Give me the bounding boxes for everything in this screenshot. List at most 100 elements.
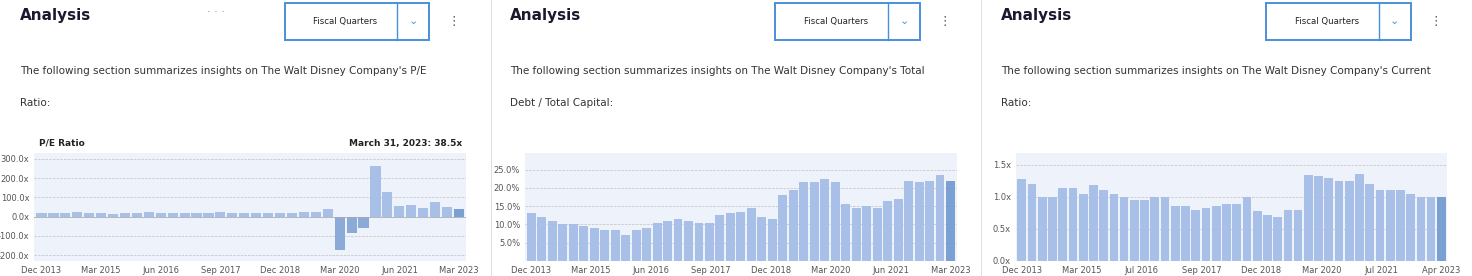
Bar bbox=[1273, 217, 1282, 261]
Bar bbox=[1191, 209, 1200, 261]
Bar bbox=[107, 214, 118, 217]
Bar bbox=[1294, 209, 1303, 261]
Bar bbox=[736, 212, 745, 261]
Bar bbox=[1079, 193, 1088, 261]
Text: Fiscal Quarters: Fiscal Quarters bbox=[1295, 17, 1359, 26]
Bar bbox=[1038, 197, 1047, 261]
Bar bbox=[132, 213, 141, 217]
Bar bbox=[1395, 190, 1404, 261]
Bar bbox=[1263, 215, 1272, 261]
Bar bbox=[346, 217, 356, 233]
Bar bbox=[652, 222, 661, 261]
Bar bbox=[1406, 194, 1415, 261]
Bar bbox=[674, 219, 683, 261]
Bar bbox=[168, 213, 178, 217]
Bar bbox=[394, 206, 405, 217]
Bar bbox=[203, 213, 213, 217]
Bar bbox=[96, 213, 106, 217]
Text: ⋮: ⋮ bbox=[938, 15, 951, 28]
Bar bbox=[84, 213, 94, 217]
Bar bbox=[1284, 209, 1292, 261]
Bar bbox=[1130, 200, 1139, 261]
Bar bbox=[914, 182, 923, 261]
Bar bbox=[1110, 193, 1119, 261]
Bar bbox=[820, 179, 829, 261]
Bar bbox=[1017, 179, 1026, 261]
Bar bbox=[789, 190, 798, 261]
Bar bbox=[852, 208, 861, 261]
Bar bbox=[1242, 197, 1251, 261]
Bar bbox=[621, 235, 630, 261]
Bar bbox=[275, 213, 286, 217]
Bar bbox=[215, 213, 225, 217]
Bar bbox=[252, 213, 261, 217]
Bar bbox=[1161, 197, 1169, 261]
Bar bbox=[1181, 206, 1189, 261]
Bar bbox=[601, 230, 609, 261]
Bar bbox=[537, 217, 546, 261]
Bar bbox=[611, 230, 620, 261]
Bar bbox=[1416, 197, 1425, 261]
Text: Debt / Total Capital:: Debt / Total Capital: bbox=[511, 98, 614, 108]
Bar bbox=[558, 224, 567, 261]
Bar bbox=[359, 217, 368, 228]
Bar bbox=[936, 175, 945, 261]
Bar bbox=[1366, 184, 1373, 261]
Text: Fiscal Quarters: Fiscal Quarters bbox=[314, 17, 377, 26]
Bar bbox=[60, 213, 71, 217]
Text: Analysis: Analysis bbox=[1001, 8, 1072, 23]
Bar bbox=[1426, 197, 1435, 261]
Bar bbox=[873, 208, 882, 261]
Bar bbox=[779, 195, 788, 261]
Text: ⋮: ⋮ bbox=[1429, 15, 1441, 28]
Bar bbox=[863, 206, 871, 261]
Bar bbox=[1069, 188, 1078, 261]
Text: March 31, 2023: 38.5x: March 31, 2023: 38.5x bbox=[349, 139, 462, 148]
Bar bbox=[758, 217, 767, 261]
Bar bbox=[842, 204, 851, 261]
Bar bbox=[287, 213, 297, 217]
Bar bbox=[1314, 176, 1323, 261]
Bar bbox=[227, 213, 237, 217]
Bar bbox=[904, 181, 913, 261]
Bar bbox=[1201, 208, 1210, 261]
Bar bbox=[883, 201, 892, 261]
Bar bbox=[1232, 205, 1241, 261]
Bar bbox=[631, 230, 640, 261]
Bar bbox=[371, 166, 381, 217]
Text: ⌄: ⌄ bbox=[899, 16, 908, 26]
Bar bbox=[946, 181, 955, 261]
Text: The following section summarizes insights on The Walt Disney Company's Total: The following section summarizes insight… bbox=[511, 66, 924, 76]
Bar bbox=[1120, 197, 1129, 261]
Bar bbox=[311, 212, 321, 217]
Bar bbox=[527, 213, 536, 261]
Bar bbox=[1027, 184, 1036, 261]
Bar bbox=[1356, 174, 1365, 261]
Bar bbox=[830, 182, 839, 261]
Bar bbox=[406, 205, 417, 217]
Bar bbox=[180, 213, 190, 217]
Text: · · ·: · · · bbox=[208, 7, 225, 17]
Bar bbox=[299, 213, 309, 217]
Bar bbox=[662, 221, 673, 261]
Bar bbox=[1170, 206, 1179, 261]
Bar bbox=[1222, 205, 1231, 261]
Bar bbox=[684, 221, 693, 261]
FancyBboxPatch shape bbox=[1266, 3, 1410, 40]
Bar bbox=[334, 217, 344, 250]
Bar bbox=[1437, 197, 1446, 261]
Bar bbox=[1151, 197, 1158, 261]
Text: The following section summarizes insights on The Walt Disney Company's P/E: The following section summarizes insight… bbox=[19, 66, 425, 76]
Bar bbox=[799, 182, 808, 261]
Bar bbox=[568, 224, 577, 261]
Text: Ratio:: Ratio: bbox=[1001, 98, 1032, 108]
Bar bbox=[1325, 177, 1334, 261]
Text: ⋮: ⋮ bbox=[447, 15, 461, 28]
Bar bbox=[49, 213, 59, 217]
Bar bbox=[590, 228, 599, 261]
Bar bbox=[1376, 190, 1384, 261]
Bar bbox=[144, 213, 155, 217]
Bar bbox=[453, 209, 464, 217]
Bar bbox=[156, 213, 166, 217]
Text: Analysis: Analysis bbox=[19, 8, 91, 23]
